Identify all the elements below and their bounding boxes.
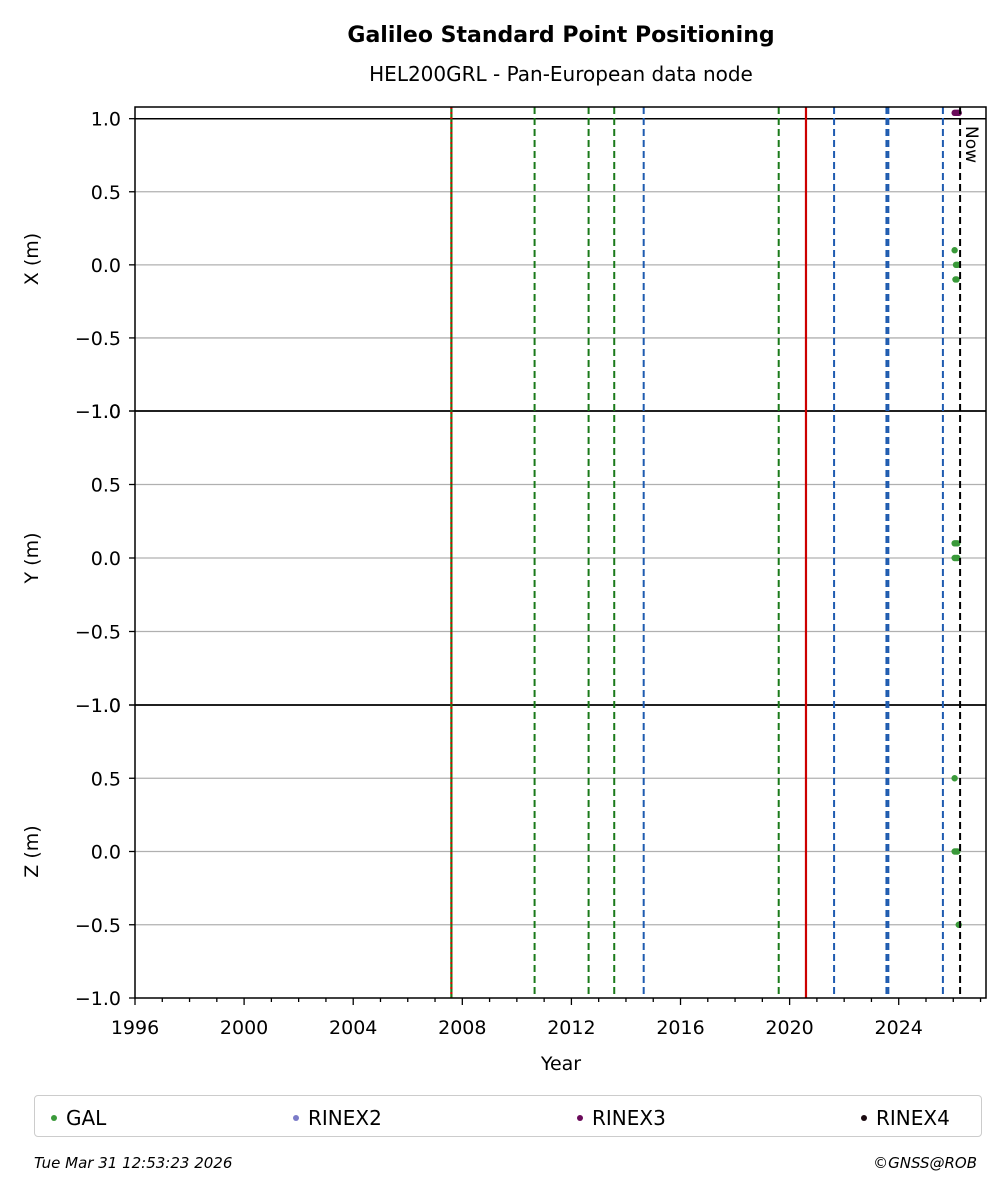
legend-label-rinex3: RINEX3 — [592, 1106, 666, 1130]
y-tick-label: −0.5 — [75, 622, 121, 644]
chart-title: Galileo Standard Point Positioning — [347, 23, 774, 48]
x-axis-label: Year — [540, 1053, 581, 1075]
legend-marker-rinex2 — [293, 1114, 299, 1121]
chart-subtitle: HEL200GRL - Pan-European data node — [369, 62, 753, 86]
y-tick-label: −1.0 — [75, 988, 121, 1010]
y-axis-label-z: Z (m) — [21, 825, 43, 877]
y-axis-label-y: Y (m) — [21, 533, 43, 585]
y-tick-label: −1.0 — [75, 695, 121, 717]
legend-label-gal: GAL — [66, 1106, 107, 1130]
y-tick-label: 0.5 — [91, 475, 121, 497]
legend-item-rinex3: RINEX3 — [577, 1106, 666, 1130]
footer-copyright: ©GNSS@ROB — [873, 1154, 977, 1172]
plot-frame — [134, 106, 987, 999]
data-point-gal — [954, 554, 961, 562]
x-tick-label: 2008 — [438, 1017, 486, 1039]
footer-timestamp: Tue Mar 31 12:53:23 2026 — [34, 1154, 233, 1172]
x-tick-label: 2012 — [547, 1017, 595, 1039]
y-tick-label: 1.0 — [91, 695, 121, 717]
now-label: Now — [961, 126, 981, 163]
legend-marker-rinex4 — [861, 1114, 867, 1121]
data-point-gal — [954, 540, 961, 547]
data-point-gal — [954, 261, 961, 269]
data-point-gal — [954, 848, 961, 855]
data-point-gal — [951, 247, 958, 254]
x-tick-label: 2000 — [220, 1017, 268, 1039]
x-tick-label: 2016 — [656, 1017, 704, 1039]
y-tick-label: −1.0 — [75, 401, 121, 423]
legend: GAL RINEX2 RINEX3 RINEX4 — [34, 1095, 982, 1137]
legend-item-rinex2: RINEX2 — [293, 1106, 382, 1130]
y-tick-label: 0.0 — [91, 255, 121, 277]
y-tick-label: 0.0 — [91, 548, 121, 570]
y-tick-label: 1.0 — [91, 401, 121, 423]
x-tick-label: 2024 — [875, 1017, 923, 1039]
y-tick-label: 0.0 — [91, 842, 121, 864]
y-tick-label: −0.5 — [75, 328, 121, 350]
legend-marker-rinex3 — [577, 1114, 583, 1121]
data-point-gal — [951, 775, 958, 782]
x-tick-label: 2004 — [329, 1017, 377, 1039]
x-tick-label: 1996 — [111, 1017, 159, 1039]
y-tick-label: 0.5 — [91, 182, 121, 204]
legend-label-rinex2: RINEX2 — [308, 1106, 382, 1130]
legend-item-gal: GAL — [51, 1106, 106, 1130]
y-axis-label-x: X (m) — [21, 233, 43, 285]
x-tick-label: 2020 — [765, 1017, 813, 1039]
legend-item-rinex4: RINEX4 — [861, 1106, 950, 1130]
legend-marker-gal — [51, 1114, 57, 1121]
legend-label-rinex4: RINEX4 — [876, 1106, 950, 1130]
y-tick-label: 1.0 — [91, 109, 121, 131]
chart-canvas: Galileo Standard Point Positioning HEL20… — [21, 23, 987, 1075]
y-tick-label: −0.5 — [75, 915, 121, 937]
data-point-gal — [953, 276, 960, 283]
y-tick-label: 0.5 — [91, 768, 121, 790]
